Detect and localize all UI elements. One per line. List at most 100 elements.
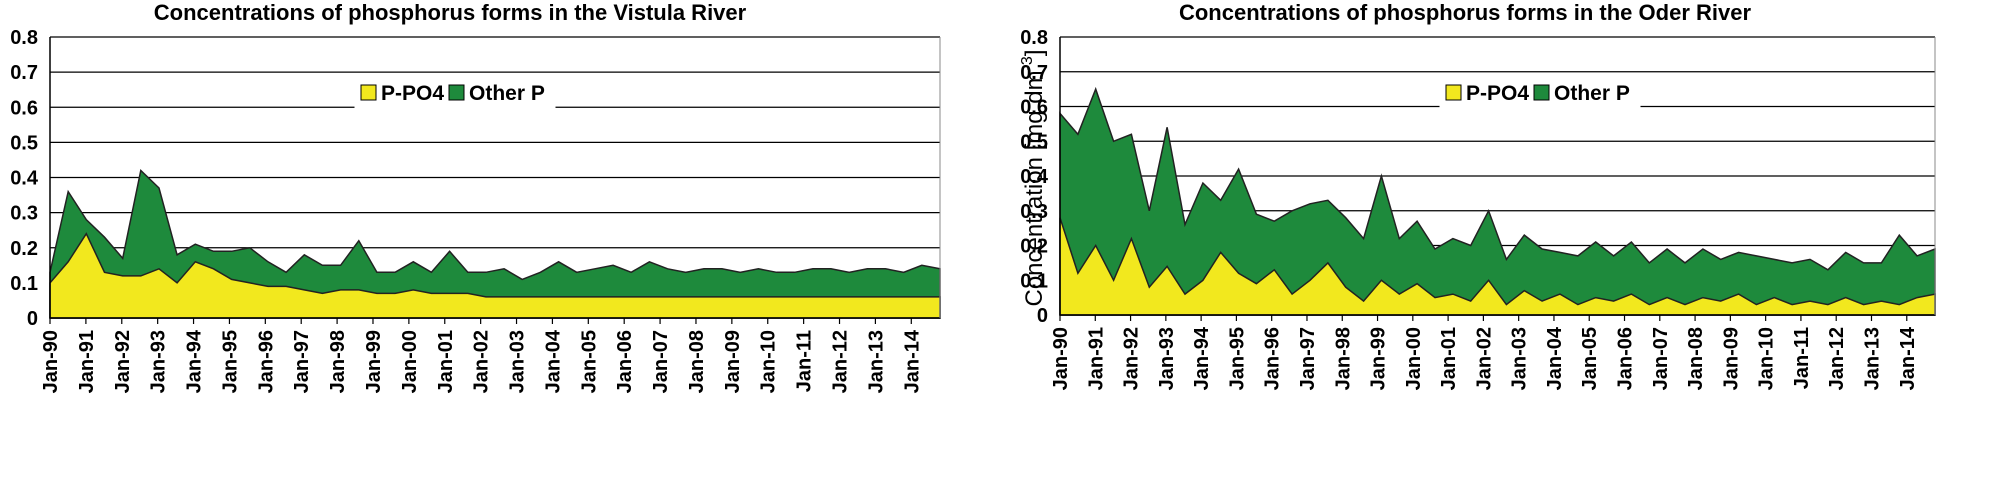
y-tick-label: 0.8 xyxy=(1020,27,1048,49)
y-axis-label: Concentration [mg dm-3] xyxy=(1019,49,1048,306)
y-tick-label: 0.2 xyxy=(1020,236,1048,258)
x-tick-label: Jan-02 xyxy=(471,330,493,393)
x-tick-label: Jan-01 xyxy=(435,330,457,393)
y-tick-label: 0.4 xyxy=(10,168,39,190)
x-tick-label: Jan-04 xyxy=(542,329,564,393)
x-tick-label: Jan-98 xyxy=(327,330,349,393)
x-tick-label: Jan-13 xyxy=(1862,327,1884,390)
legend: P-PO4 Other P xyxy=(354,77,556,109)
y-axis-label-main: Concentration [mg dm xyxy=(1021,70,1048,306)
x-tick-label: Jan-93 xyxy=(148,330,170,393)
y-tick-label: 0 xyxy=(27,308,38,330)
oder-chart: Concentrations of phosphorus forms in th… xyxy=(1019,0,1936,390)
x-tick-label: Jan-90 xyxy=(1050,327,1072,390)
y-axis-label-close: ] xyxy=(1021,49,1048,56)
x-tick-label: Jan-90 xyxy=(40,330,62,393)
x-tick-label: Jan-12 xyxy=(1826,327,1848,390)
x-tick-label: Jan-03 xyxy=(507,330,529,393)
y-axis-label-exponent: -3 xyxy=(1019,56,1036,70)
x-tick-label: Jan-09 xyxy=(1720,327,1742,390)
x-tick-label: Jan-14 xyxy=(901,329,923,393)
x-tick-label: Jan-96 xyxy=(255,330,277,393)
x-tick-label: Jan-91 xyxy=(76,330,98,393)
x-tick-label: Jan-12 xyxy=(830,330,852,393)
axes xyxy=(1059,37,1936,321)
x-tick-label: Jan-95 xyxy=(219,330,241,393)
x-tick-label: Jan-95 xyxy=(1226,327,1248,390)
y-tick-label: 0.3 xyxy=(10,203,38,225)
x-tick-label: Jan-00 xyxy=(399,330,421,393)
x-tick-label: Jan-93 xyxy=(1156,327,1178,390)
y-tick-label: 0 xyxy=(1037,305,1048,327)
x-tick-label: Jan-08 xyxy=(686,330,708,393)
legend-label: P-PO4 xyxy=(1466,82,1529,105)
x-tick-label: Jan-06 xyxy=(614,330,636,393)
y-tick-label: 0.2 xyxy=(10,238,38,260)
area-p-po4 xyxy=(1059,217,1936,316)
legend-label: Other P xyxy=(469,82,545,105)
x-tick-label: Jan-09 xyxy=(722,330,744,393)
y-tick-label: 0.3 xyxy=(1020,201,1048,223)
grid-lines xyxy=(50,36,940,284)
axes xyxy=(49,37,941,324)
y-tick-label: 0.1 xyxy=(10,273,38,295)
x-tick-label: Jan-97 xyxy=(1297,327,1319,390)
chart-title: Concentrations of phosphorus forms in th… xyxy=(1179,0,1751,25)
x-tick-label: Jan-06 xyxy=(1615,327,1637,390)
y-tick-label: 0.6 xyxy=(1020,97,1048,119)
y-tick-label: 0.5 xyxy=(10,132,38,154)
y-tick-label: 0.8 xyxy=(10,27,38,49)
y-tick-label: 0.1 xyxy=(1020,270,1048,292)
x-tick-label: Jan-05 xyxy=(1579,327,1601,390)
area-other-p xyxy=(1059,86,1936,316)
x-tick-labels: Jan-90 Jan-91 Jan-92 Jan-93 Jan-94 Jan-95 Jan-… xyxy=(40,329,923,393)
x-tick-label: Jan-91 xyxy=(1085,327,1107,390)
chart-title: Concentrations of phosphorus forms in th… xyxy=(154,0,747,25)
y-tick-labels: 0 0.1 0.2 0.3 0.4 0.5 0.6 0.7 0.8 xyxy=(1020,27,1049,327)
x-tick-label: Jan-04 xyxy=(1544,326,1566,390)
x-tick-label: Jan-05 xyxy=(578,330,600,393)
x-tick-label: Jan-11 xyxy=(1791,327,1813,389)
x-tick-label: Jan-14 xyxy=(1897,326,1919,390)
y-tick-label: 0.4 xyxy=(1020,166,1049,188)
legend-label: P-PO4 xyxy=(381,82,444,105)
x-tick-label: Jan-07 xyxy=(1650,327,1672,390)
vistula-chart: Concentrations of phosphorus forms in th… xyxy=(10,0,941,393)
x-tick-label: Jan-10 xyxy=(758,330,780,393)
legend-label: Other P xyxy=(1554,82,1630,105)
x-tick-label: Jan-10 xyxy=(1756,327,1778,390)
area-other-p xyxy=(49,169,941,319)
x-tick-label: Jan-97 xyxy=(291,330,313,393)
y-tick-label: 0.7 xyxy=(1020,62,1048,84)
x-tick-label: Jan-03 xyxy=(1509,327,1531,390)
x-tick-label: Jan-98 xyxy=(1332,327,1354,390)
x-tick-label: Jan-01 xyxy=(1438,327,1460,390)
area-series xyxy=(49,169,941,319)
x-tick-label: Jan-92 xyxy=(1121,327,1143,390)
legend-swatch xyxy=(1533,84,1550,101)
x-tick-label: Jan-13 xyxy=(865,330,887,393)
area-p-po4 xyxy=(49,232,941,319)
x-tick-label: Jan-11 xyxy=(794,330,816,392)
y-tick-label: 0.7 xyxy=(10,62,38,84)
x-tick-labels: Jan-90 Jan-91 Jan-92 Jan-93 Jan-94 Jan-95 Jan-… xyxy=(1050,326,1919,390)
x-tick-label: Jan-94 xyxy=(1191,326,1213,390)
x-tick-label: Jan-99 xyxy=(363,330,385,393)
x-tick-label: Jan-00 xyxy=(1403,327,1425,390)
x-tick-label: Jan-07 xyxy=(650,330,672,393)
legend-swatch xyxy=(1445,84,1462,101)
legend: P-PO4 Other P xyxy=(1439,77,1641,109)
legend-swatch xyxy=(360,84,377,101)
x-tick-label: Jan-02 xyxy=(1473,327,1495,390)
x-tick-label: Jan-99 xyxy=(1368,327,1390,390)
y-tick-labels: 0 0.1 0.2 0.3 0.4 0.5 0.6 0.7 0.8 xyxy=(10,27,39,330)
area-series xyxy=(1059,86,1936,316)
y-tick-label: 0.6 xyxy=(10,97,38,119)
x-tick-label: Jan-08 xyxy=(1685,327,1707,390)
legend-swatch xyxy=(448,84,465,101)
x-tick-label: Jan-92 xyxy=(112,330,134,393)
x-tick-label: Jan-94 xyxy=(184,329,206,393)
y-tick-label: 0.5 xyxy=(1020,131,1048,153)
x-tick-label: Jan-96 xyxy=(1262,327,1284,390)
